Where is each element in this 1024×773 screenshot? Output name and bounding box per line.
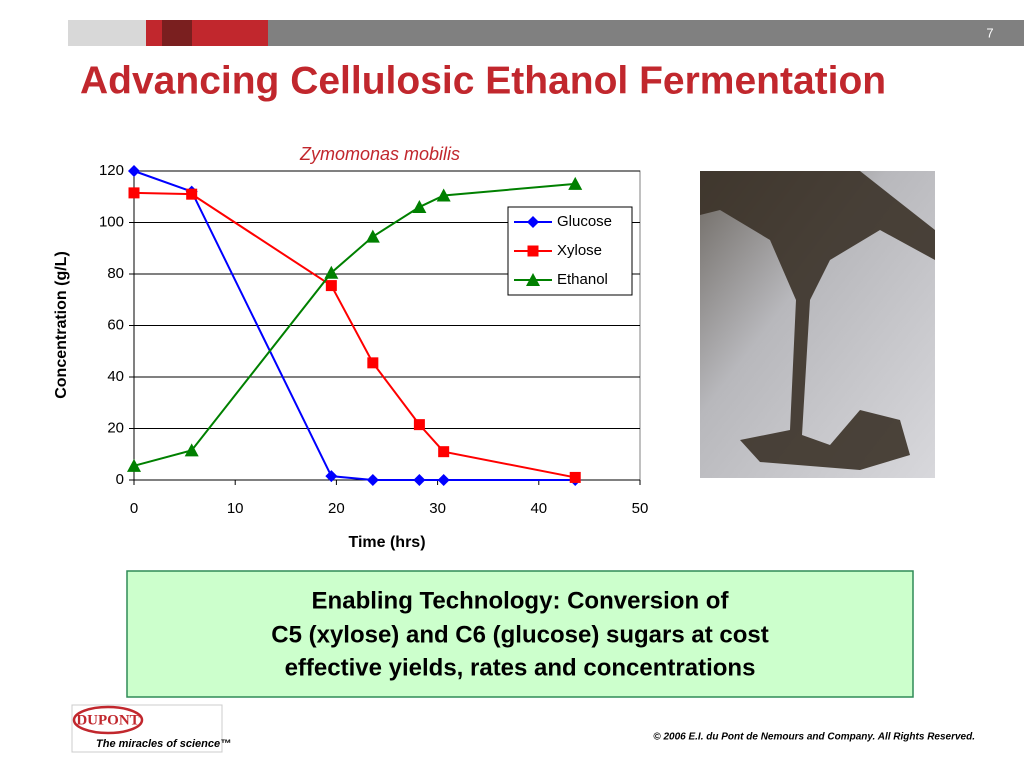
chart: Zymomonas mobilis Time (hrs) Concentrati…: [53, 144, 648, 551]
tagline: The miracles of science™: [96, 738, 231, 750]
marker: [325, 280, 337, 292]
callout-line: C5 (xylose) and C6 (glucose) sugars at c…: [271, 621, 768, 648]
marker: [413, 419, 425, 431]
x-tick-label: 0: [130, 500, 138, 517]
y-tick-label: 100: [99, 213, 124, 230]
marker: [436, 188, 451, 202]
x-tick-label: 50: [632, 500, 649, 517]
callout-box: [126, 570, 914, 698]
legend-label: Xylose: [557, 242, 602, 259]
header-block: [192, 20, 268, 46]
marker: [438, 446, 450, 458]
y-tick-label: 0: [116, 471, 124, 488]
callout-line: Enabling Technology: Conversion of: [312, 587, 730, 614]
y-tick-label: 80: [107, 265, 124, 282]
marker: [365, 229, 380, 243]
marker: [367, 357, 379, 369]
x-axis-label: Time (hrs): [348, 534, 425, 551]
x-tick-label: 20: [328, 500, 345, 517]
logo-text: DUPONT: [76, 712, 139, 728]
legend-label: Glucose: [557, 213, 612, 230]
x-tick-label: 10: [227, 500, 244, 517]
marker: [527, 245, 539, 257]
y-tick-label: 60: [107, 316, 124, 333]
marker: [128, 165, 140, 177]
marker: [186, 188, 198, 200]
chart-title: Zymomonas mobilis: [299, 144, 460, 164]
marker: [184, 443, 199, 457]
marker: [412, 200, 427, 214]
photo-liquid: [700, 171, 935, 470]
marker: [325, 470, 338, 483]
logo-oval: [72, 705, 144, 735]
y-axis-label: Concentration (g/L): [53, 251, 70, 399]
header-block: [162, 20, 192, 46]
y-tick-label: 40: [107, 368, 124, 385]
marker: [569, 471, 581, 483]
y-tick-label: 20: [107, 419, 124, 436]
marker: [526, 273, 540, 286]
marker: [366, 474, 379, 486]
x-tick-label: 30: [429, 500, 446, 517]
marker: [413, 474, 426, 486]
legend-label: Ethanol: [557, 271, 608, 288]
callout-line: effective yields, rates and concentratio…: [285, 654, 756, 681]
y-tick-label: 120: [99, 162, 124, 179]
x-tick-label: 40: [530, 500, 547, 517]
page-number: 7: [986, 25, 993, 40]
marker: [128, 187, 140, 199]
marker: [437, 474, 450, 486]
marker: [127, 458, 141, 472]
copyright: © 2006 E.I. du Pont de Nemours and Compa…: [653, 732, 975, 743]
header-block: [68, 20, 146, 46]
header-block: [146, 20, 162, 46]
slide-title: Advancing Cellulosic Ethanol Fermentatio…: [80, 59, 886, 102]
marker: [527, 216, 539, 228]
marker: [324, 265, 339, 279]
marker: [568, 176, 583, 190]
